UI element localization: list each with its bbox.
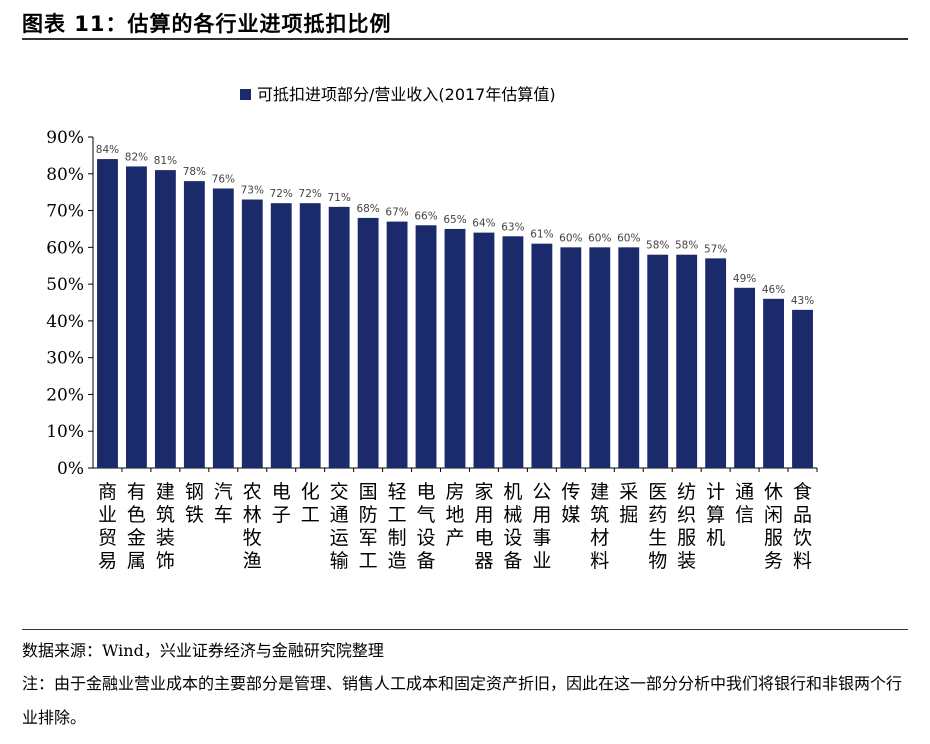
data-label: 64%	[472, 218, 495, 230]
x-tick-label: 公用事业	[532, 481, 551, 572]
bar	[502, 236, 524, 468]
bar	[676, 254, 698, 468]
bar	[705, 258, 727, 468]
data-label: 58%	[646, 240, 669, 252]
data-label: 84%	[96, 144, 119, 156]
bar	[328, 206, 350, 468]
bar	[212, 188, 234, 468]
footer-rule	[22, 629, 908, 630]
title-rule	[22, 38, 908, 40]
y-tick-label: 40%	[46, 312, 84, 332]
data-label: 63%	[501, 221, 524, 233]
bar	[415, 225, 437, 468]
y-tick-label: 10%	[46, 422, 84, 442]
x-tick-label: 钢铁	[185, 481, 204, 526]
data-source: 数据来源：Wind，兴业证券经济与金融研究院整理	[22, 641, 384, 660]
x-tick-label: 电气设备	[417, 481, 436, 572]
bar	[386, 221, 408, 468]
x-tick-label: 农林牧渔	[243, 481, 262, 572]
bar-chart: 0% 10% 20% 30% 40% 50% 60% 70% 80% 90% 可抵扣进项部分/营业收…	[46, 85, 818, 572]
bar	[618, 247, 640, 468]
bar	[734, 287, 756, 468]
data-label: 65%	[443, 214, 466, 226]
x-tick-label: 建筑材料	[590, 481, 609, 572]
bar	[97, 159, 118, 469]
data-label: 73%	[241, 185, 264, 197]
bar	[792, 309, 813, 468]
x-tick-label: 传媒	[561, 481, 580, 526]
bar	[763, 298, 784, 468]
data-label: 60%	[617, 232, 640, 244]
data-label: 81%	[154, 155, 177, 167]
x-tick-label: 休闲服务	[764, 481, 783, 572]
x-tick-label: 房地产	[445, 481, 464, 549]
data-label: 61%	[530, 229, 553, 241]
data-label: 82%	[125, 151, 148, 163]
x-tick-label: 食品饮料	[793, 481, 812, 572]
y-tick-label: 90%	[46, 128, 84, 148]
x-tick-label: 有色金属	[127, 481, 146, 572]
x-tick-label: 计算机	[706, 481, 725, 549]
x-tick-label: 纺织服装	[677, 481, 696, 572]
bar	[299, 203, 321, 468]
legend-label: 可抵扣进项部分/营业收入(2017年估算值)	[257, 85, 556, 104]
bar	[473, 232, 495, 468]
x-tick-label: 家用电器	[474, 481, 493, 572]
figure-title: 图表 11：估算的各行业进项抵扣比例	[22, 12, 392, 36]
y-tick-label: 80%	[46, 165, 84, 185]
data-label: 60%	[559, 232, 582, 244]
data-label: 49%	[733, 273, 756, 285]
x-tick-label: 商业贸易	[98, 481, 117, 572]
x-tick-label: 交通运输	[330, 481, 349, 572]
bar	[154, 170, 176, 468]
data-label: 60%	[588, 232, 611, 244]
bar	[531, 243, 553, 468]
bar	[241, 199, 263, 468]
legend-swatch	[240, 89, 251, 100]
data-label: 76%	[212, 173, 235, 185]
data-label: 43%	[791, 295, 814, 307]
x-tick-label: 化工	[301, 481, 320, 526]
data-label: 66%	[414, 210, 437, 222]
bar	[444, 228, 466, 468]
data-label: 58%	[675, 240, 698, 252]
data-label: 78%	[183, 166, 206, 178]
data-label: 67%	[385, 207, 408, 219]
bar	[126, 166, 147, 468]
data-label: 46%	[762, 284, 785, 296]
x-tick-label: 汽车	[214, 481, 233, 526]
data-label: 68%	[356, 203, 379, 215]
bar	[647, 254, 669, 468]
x-tick-label: 采掘	[619, 481, 638, 526]
x-tick-label: 机械设备	[503, 481, 522, 572]
data-label: 71%	[327, 192, 350, 204]
y-tick-label: 0%	[57, 459, 84, 479]
y-tick-label: 30%	[46, 349, 84, 369]
x-tick-label: 建筑装饰	[156, 481, 175, 572]
footnote: 注：由于金融业营业成本的主要部分是管理、销售人工成本和固定资产折旧，因此在这一部…	[22, 674, 903, 727]
data-label: 57%	[704, 243, 727, 255]
x-tick-label: 国防军工	[359, 481, 378, 572]
data-label: 72%	[299, 188, 322, 200]
y-tick-label: 60%	[46, 238, 84, 258]
bar	[560, 247, 582, 468]
x-tick-label: 通信	[735, 481, 754, 526]
bar	[357, 217, 379, 468]
x-tick-label: 轻工制造	[388, 481, 407, 572]
y-tick-label: 50%	[46, 275, 84, 295]
y-tick-label: 70%	[46, 202, 84, 222]
x-tick-label: 医药生物	[648, 481, 667, 572]
bar	[270, 203, 292, 468]
y-tick-label: 20%	[46, 385, 84, 405]
data-label: 72%	[270, 188, 293, 200]
bar	[589, 247, 611, 468]
x-tick-label: 电子	[272, 481, 291, 526]
bar	[183, 181, 205, 468]
